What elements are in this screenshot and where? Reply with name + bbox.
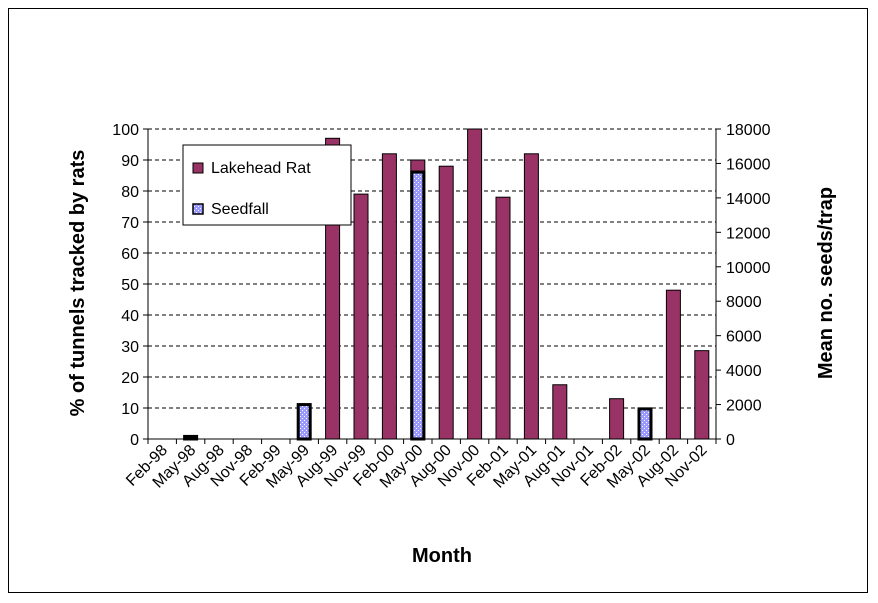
axes — [143, 128, 721, 444]
legend-label-lakehead-rat: Lakehead Rat — [211, 160, 311, 177]
legend-box — [182, 144, 352, 226]
left-tick-label: 30 — [121, 339, 139, 356]
legend-swatch-lakehead-rat — [192, 162, 204, 174]
bar-seedfall — [296, 403, 312, 441]
left-tick-label: 80 — [121, 184, 139, 201]
right-tick-label: 14000 — [726, 191, 771, 208]
left-tick-label: 60 — [121, 246, 139, 263]
bar-lakehead-rat — [523, 153, 539, 440]
left-tick-label: 10 — [121, 401, 139, 418]
bar-lakehead-rat — [609, 398, 625, 440]
right-tick-label: 18000 — [726, 122, 771, 139]
bar-lakehead-rat — [438, 165, 454, 440]
bar-lakehead-rat — [665, 289, 681, 440]
chart-frame — [8, 8, 868, 593]
bar-lakehead-rat — [381, 153, 397, 440]
left-tick-label: 20 — [121, 370, 139, 387]
left-tick-label: 50 — [121, 277, 139, 294]
right-tick-label: 6000 — [726, 329, 762, 346]
left-tick-label: 40 — [121, 308, 139, 325]
legend-swatch-seedfall — [192, 203, 204, 215]
right-tick-label: 8000 — [726, 294, 762, 311]
right-tick-label: 0 — [726, 432, 735, 449]
bar-lakehead-rat — [353, 193, 369, 440]
left-tick-label: 0 — [130, 432, 139, 449]
bar-lakehead-rat — [552, 384, 568, 440]
right-tick-label: 2000 — [726, 398, 762, 415]
x-axis-title: Month — [412, 545, 472, 567]
legend: Lakehead Rat Seedfall — [182, 144, 352, 226]
bar-lakehead-rat — [495, 196, 511, 440]
right-tick-label: 12000 — [726, 225, 771, 242]
right-y-axis-title: Mean no. seeds/trap — [815, 187, 837, 379]
bar-seedfall — [637, 407, 653, 441]
bar-lakehead-rat — [467, 128, 483, 440]
right-tick-label: 10000 — [726, 260, 771, 277]
right-tick-label: 16000 — [726, 156, 771, 173]
left-tick-label: 90 — [121, 153, 139, 170]
right-tick-label: 4000 — [726, 363, 762, 380]
left-y-axis-title: % of tunnels tracked by rats — [67, 150, 89, 417]
legend-label-seedfall: Seedfall — [211, 201, 269, 218]
bar-seedfall — [410, 170, 426, 441]
left-tick-label: 70 — [121, 215, 139, 232]
bar-lakehead-rat — [694, 350, 710, 440]
left-tick-label: 100 — [112, 122, 139, 139]
